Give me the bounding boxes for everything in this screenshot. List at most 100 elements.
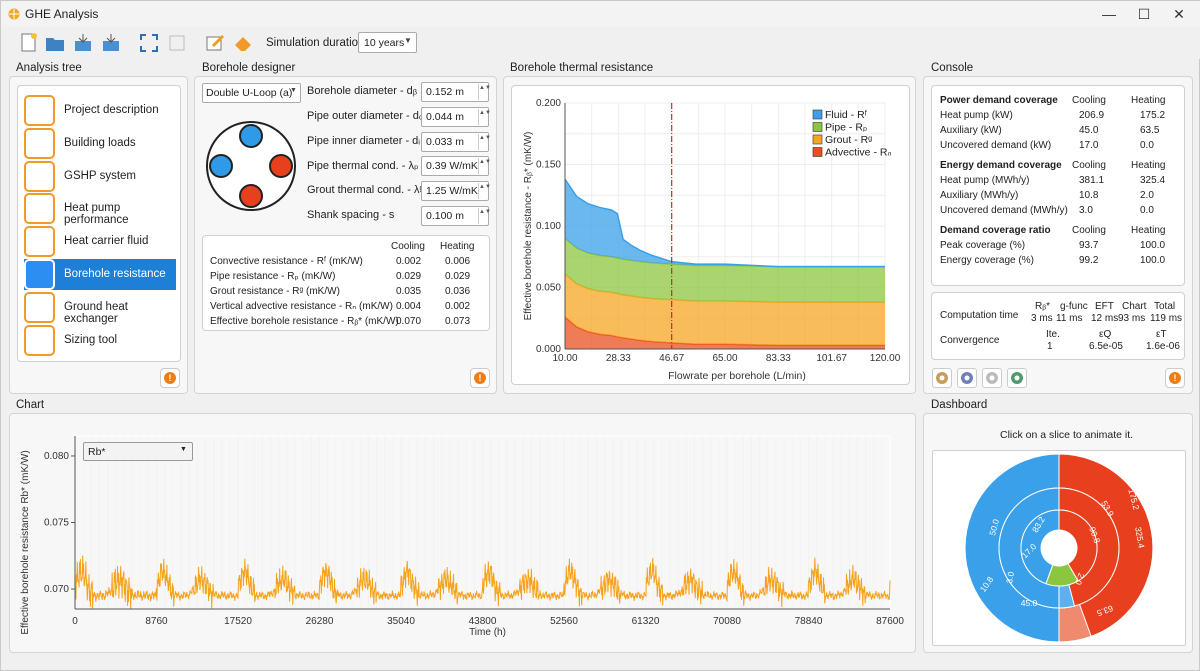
borehole-cross-section — [206, 121, 296, 211]
sunburst-label: 3.0 — [1004, 571, 1016, 585]
app-logo-icon — [8, 8, 20, 20]
maximize-button[interactable]: ☐ — [1137, 6, 1151, 22]
save-as-icon — [103, 34, 119, 51]
param-input-5[interactable]: 0.100 m ▲▼ — [421, 206, 491, 226]
param-input-2[interactable]: 0.033 m ▲▼ — [421, 131, 491, 152]
spinner-icon[interactable]: ▲▼ — [478, 208, 491, 224]
x-tick-label: 8760 — [145, 616, 168, 627]
spinner-icon[interactable]: ▲▼ — [478, 84, 491, 100]
console-row-label: Peak coverage (%) — [940, 240, 1026, 251]
series-select[interactable]: Rb* ▼ — [83, 442, 193, 461]
fullscreen-button[interactable] — [137, 31, 161, 55]
res-row-heating: 0.036 — [445, 286, 471, 297]
spinner-icon[interactable]: ▲▼ — [478, 158, 491, 175]
console-row-cooling: 93.7 — [1079, 240, 1099, 251]
tree-item-6[interactable]: Ground heat exchanger — [24, 291, 176, 325]
designer-warning-button[interactable]: ! — [470, 368, 490, 388]
comp-head: Rᵦ* — [1035, 301, 1050, 312]
console-col-heating: Heating — [1131, 95, 1166, 106]
console-row-label: Heat pump (MWh/y) — [940, 175, 1030, 186]
conv-val: 6.5e-05 — [1089, 341, 1123, 352]
res-row-heating: 0.073 — [445, 316, 471, 327]
sim-duration-value: 10 years — [364, 37, 405, 49]
comp-val: 12 ms — [1091, 313, 1119, 324]
comp-head: Total — [1154, 301, 1176, 312]
settings-button-4[interactable] — [1007, 368, 1027, 388]
param-input-4[interactable]: 1.25 W/mK ▲▼ — [421, 181, 491, 202]
analysis-tree-list: Project description Building loads GSHP sy… — [17, 85, 181, 362]
tree-item-0[interactable]: Project description — [24, 95, 176, 126]
area-series-2 — [565, 238, 885, 303]
conv-head: εQ — [1099, 329, 1112, 340]
console-title: Console — [931, 62, 974, 74]
tree-warning-button[interactable]: ! — [160, 368, 180, 388]
sunburst-label: 50.0 — [987, 518, 1001, 537]
edit-button[interactable] — [203, 31, 227, 55]
x-tick-label: 78840 — [795, 616, 823, 627]
minimize-button[interactable]: — — [1102, 6, 1116, 22]
config-select[interactable]: Double U-Loop (a) ▼ — [202, 83, 301, 103]
toolbar: Simulation duration 10 years ▼ — [1, 27, 1200, 59]
tree-item-icon — [24, 226, 55, 258]
x-tick-label: 10.00 — [552, 353, 577, 364]
res-row-label: Effective borehole resistance - Rᵦ* (mK/… — [210, 316, 399, 327]
console-row-cooling: 10.8 — [1079, 190, 1099, 201]
y-tick-label: 0.075 — [44, 518, 69, 529]
y-tick-label: 0.100 — [536, 221, 561, 232]
save-as-button[interactable] — [99, 31, 123, 55]
comp-head: EFT — [1095, 301, 1114, 312]
y-tick-label: 0.050 — [536, 283, 561, 294]
conv-val: 1 — [1047, 341, 1053, 352]
series-select-value: Rb* — [88, 446, 106, 458]
spinner-icon[interactable]: ▲▼ — [478, 108, 491, 125]
tree-item-1[interactable]: Building loads — [24, 127, 176, 159]
legend-swatch — [812, 147, 823, 157]
dashboard-title: Dashboard — [931, 399, 988, 411]
analysis-tree-panel: Project description Building loads GSHP sy… — [9, 76, 188, 394]
legend-label: Advective - Rₙ — [825, 147, 892, 159]
tree-item-4[interactable]: Heat carrier fluid — [24, 226, 176, 258]
x-tick-label: 101.67 — [816, 353, 847, 364]
tree-item-2[interactable]: GSHP system — [24, 160, 176, 192]
param-input-3[interactable]: 0.39 W/mK ▲▼ — [421, 156, 491, 177]
tree-item-5[interactable]: Borehole resistance — [24, 259, 176, 290]
open-button[interactable] — [43, 31, 67, 55]
new-file-button[interactable] — [17, 31, 41, 55]
help-button[interactable] — [165, 31, 189, 55]
close-button[interactable]: ✕ — [1173, 6, 1185, 22]
settings-button-1[interactable] — [932, 368, 952, 388]
legend-swatch — [812, 109, 823, 120]
tree-item-3[interactable]: Heat pump performance — [24, 193, 176, 226]
res-row-heating: 0.006 — [445, 256, 471, 267]
comp-val: 3 ms — [1031, 313, 1053, 324]
param-input-0[interactable]: 0.152 m ▲▼ — [421, 82, 491, 102]
gear-icon — [1011, 372, 1023, 384]
console-row-cooling: 99.2 — [1079, 255, 1099, 266]
save-button[interactable] — [71, 31, 95, 55]
spinner-icon[interactable]: ▲▼ — [478, 183, 491, 200]
pipe-right — [269, 154, 293, 178]
spinner-icon[interactable]: ▲▼ — [478, 133, 491, 150]
tree-item-7[interactable]: Sizing tool — [24, 324, 176, 356]
slice-uncovered[interactable] — [1045, 562, 1079, 587]
param-value-2: 0.033 m — [426, 135, 464, 148]
res-row-label: Vertical advective resistance - Rₙ (mK/W… — [210, 301, 393, 312]
settings-button-2[interactable] — [957, 368, 977, 388]
console-warning-button[interactable]: ! — [1165, 368, 1185, 388]
slice-cooling-inner[interactable] — [1020, 509, 1060, 585]
tree-item-label: Building loads — [64, 136, 136, 149]
clear-button[interactable] — [231, 31, 255, 55]
borehole-designer-title: Borehole designer — [202, 62, 296, 74]
tree-item-icon — [24, 160, 55, 192]
settings-button-3[interactable] — [982, 368, 1002, 388]
res-row-heating: 0.029 — [445, 271, 471, 282]
param-input-1[interactable]: 0.044 m ▲▼ — [421, 106, 491, 127]
warning-icon: ! — [164, 372, 176, 384]
slice-heating-inner[interactable] — [1058, 509, 1098, 582]
param-label-5: Shank spacing - s — [307, 209, 395, 221]
console-row-cooling: 381.1 — [1079, 175, 1105, 186]
sim-duration-select[interactable]: 10 years ▼ — [358, 32, 417, 53]
comp-head: g-func — [1060, 301, 1088, 312]
param-label-0: Borehole diameter - dᵦ — [307, 85, 418, 97]
